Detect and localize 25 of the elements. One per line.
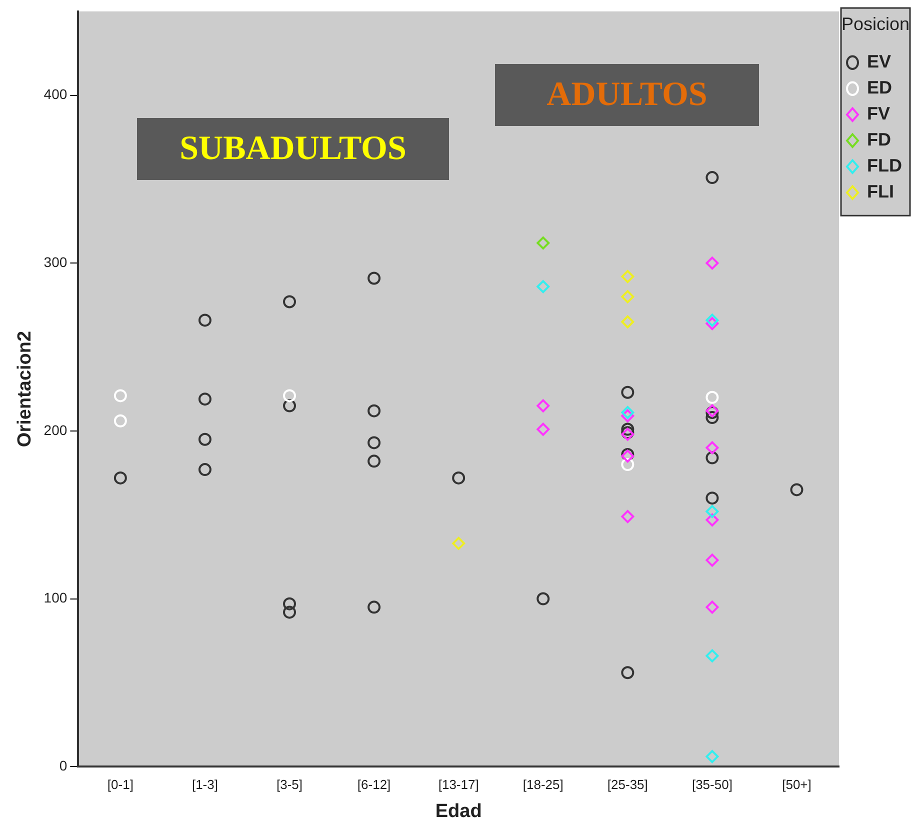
x-tick-label: [3-5] xyxy=(276,776,303,792)
y-tick-label: 300 xyxy=(44,254,68,270)
x-tick-label: [25-35] xyxy=(607,776,648,792)
x-tick-label: [35-50] xyxy=(692,776,732,792)
y-tick-label: 200 xyxy=(44,422,68,438)
annotation: SUBADULTOS xyxy=(137,118,449,180)
x-tick-label: [18-25] xyxy=(522,776,564,792)
y-tick-label: 400 xyxy=(44,86,68,102)
x-tick-label: [1-3] xyxy=(192,776,218,792)
y-axis-title: Orientacion2 xyxy=(14,330,36,448)
legend-label: FD xyxy=(867,130,892,150)
y-tick-label: 100 xyxy=(44,590,68,606)
x-tick-label: [50+] xyxy=(782,776,812,792)
x-tick-label: [0-1] xyxy=(107,776,134,792)
legend-label: ED xyxy=(867,78,892,98)
legend-label: FV xyxy=(867,104,890,124)
x-tick-label: [6-12] xyxy=(357,776,391,792)
legend-label: FLI xyxy=(867,182,894,202)
legend-label: FLD xyxy=(867,156,902,176)
x-axis-title: Edad xyxy=(435,800,482,822)
y-tick-label: 0 xyxy=(59,757,68,774)
legend-label: EV xyxy=(867,52,892,72)
annotation: ADULTOS xyxy=(495,64,759,126)
legend-title: Posicion xyxy=(841,14,910,34)
x-tick-label: [13-17] xyxy=(438,776,479,792)
